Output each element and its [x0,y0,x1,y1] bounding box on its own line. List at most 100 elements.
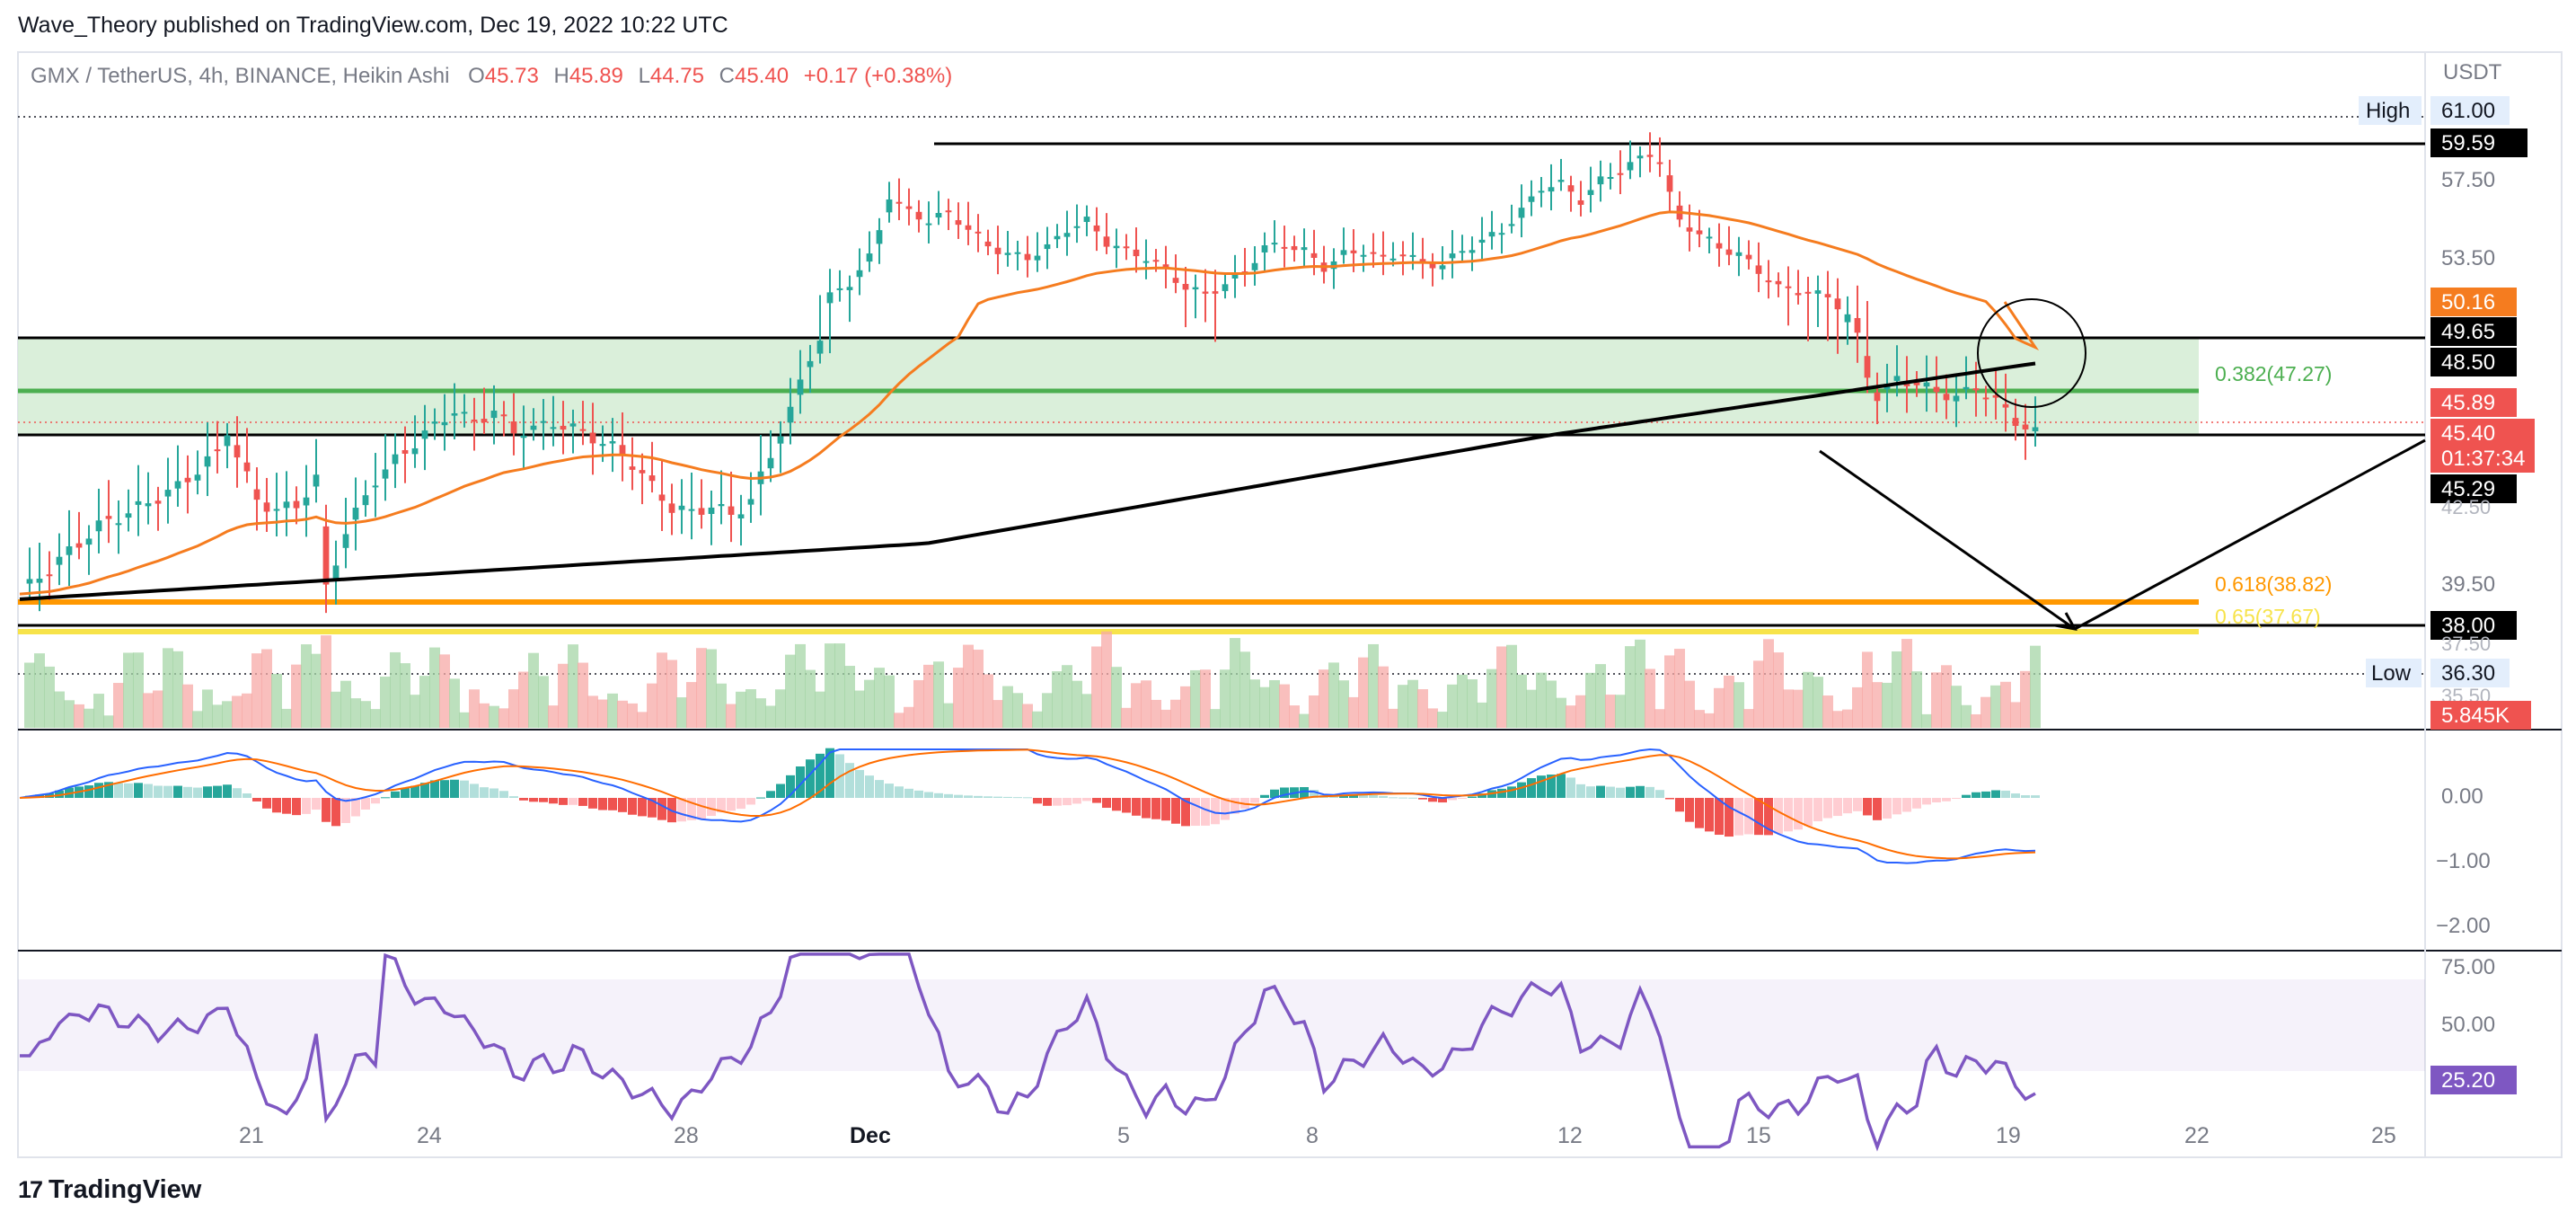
macd-bar [707,798,716,817]
candle-up [1814,275,1822,327]
macd-bar [806,759,815,798]
macd-bar [223,784,232,798]
volume-bar [1447,684,1458,728]
volume-bar [1072,680,1082,728]
volume-bar [489,705,499,728]
volume-bar [992,700,1003,728]
volume-bar [449,678,460,728]
candle-up [807,344,814,394]
macd-bar [1517,782,1526,798]
macd-bar [1359,794,1368,798]
macd-bar [756,797,765,799]
volume-bar [1674,649,1685,728]
macd-bar [252,798,261,801]
volume-bar [390,651,401,728]
candle-up [1409,232,1416,270]
macd-bar [1991,790,2000,798]
macd-bar [964,795,973,798]
svg-text:45.40: 45.40 [2441,421,2495,446]
volume-bar [528,652,539,728]
macd-tick-minus1: −1.00 [2436,849,2491,873]
macd-bar [895,786,904,798]
macd-bar [1804,798,1813,827]
macd-bar [914,790,923,798]
volume-bar [1546,680,1557,728]
volume-bar [558,663,569,728]
volume-bar [1486,669,1497,728]
volume-bar [1358,657,1369,728]
volume-bar [429,647,440,728]
volume-bar [1773,652,1784,728]
candle-up [303,465,310,537]
svg-text:Low: Low [2371,661,2412,686]
tradingview-brand[interactable]: 17 TradingView [18,1175,201,1205]
candle-up [1231,254,1239,298]
candle-up [85,525,93,575]
volume-bar [24,662,35,728]
macd-bar [1764,798,1773,836]
candle-down [1854,285,1861,363]
date-tick: 21 [239,1123,264,1148]
volume-bar [815,691,825,728]
candle-up [421,404,428,471]
volume-bar [133,652,144,728]
volume-bar [834,643,845,728]
svg-text:25.20: 25.20 [2441,1068,2495,1093]
volume-bar [795,643,806,728]
volume-bar [242,693,252,728]
volume-bar [548,705,559,728]
macd-bar [1715,798,1724,836]
macd-bar [243,793,251,798]
macd-bar [1171,798,1180,824]
macd-bar [1221,798,1230,820]
volume-bar [1635,639,1645,728]
candle-up [787,377,794,445]
volume-bar [331,691,341,728]
candle-up [461,394,468,428]
candle-up [1953,375,1960,428]
macd-bar [1428,798,1437,802]
volume-bar [2000,681,2011,728]
date-tick: 5 [1117,1123,1130,1148]
brand-name: TradingView [49,1175,202,1204]
macd-bar [1260,794,1269,798]
candle-up [164,457,172,524]
candle-down [698,479,705,529]
candle-up [569,409,577,454]
volume-bar [736,691,746,728]
macd-bar [934,793,943,798]
volume-bar [953,668,964,728]
volume-bar [1052,671,1063,728]
macd-bar [875,780,884,798]
price-badge-ema200: 48.50 [2430,348,2517,376]
candle-up [1459,235,1466,262]
candle-down [471,397,478,451]
volume-bar [913,679,924,728]
candle-down [1241,247,1248,287]
candle-down [1310,229,1318,276]
candle-up [1004,231,1011,267]
macd-bar [717,798,726,813]
volume-bar [1180,686,1191,728]
macd-bar [351,798,360,817]
candle-down [1380,231,1387,276]
macd-bar [1043,798,1052,806]
candle-up [1330,248,1337,289]
candle-down [1123,234,1130,261]
annotation-circle [1977,298,2086,408]
candle-down [965,201,972,245]
macd-bar [904,788,913,798]
volume-bar [1081,694,1092,728]
volume-bar [765,705,776,728]
candle-up [846,275,853,323]
candle-down [2012,398,2019,441]
volume-bar [1170,699,1181,728]
macd-bar [490,788,498,798]
rsi-tick-50: 50.00 [2441,1013,2495,1037]
candle-up [1360,244,1367,272]
macd-bar [1329,796,1338,798]
volume-bar [1684,680,1695,728]
macd-bar [1725,798,1734,837]
macd-bar [1705,798,1714,832]
